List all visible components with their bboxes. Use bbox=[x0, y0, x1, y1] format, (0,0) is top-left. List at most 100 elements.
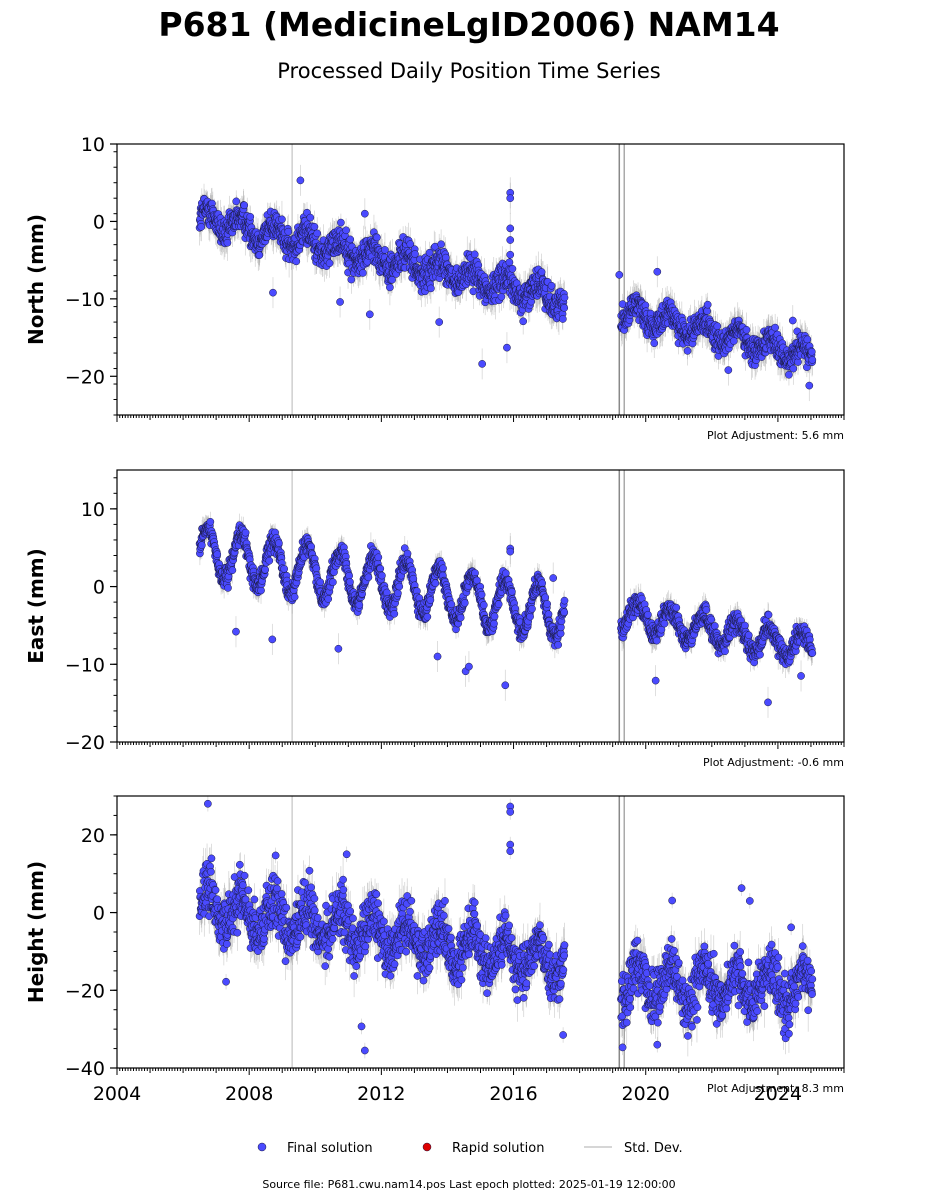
height-data-point bbox=[361, 942, 370, 951]
north-data-point bbox=[313, 229, 322, 238]
north-plot-adjustment: Plot Adjustment: 5.6 mm bbox=[707, 429, 844, 442]
east-final-solution-points bbox=[195, 517, 817, 707]
east-y-tick-label: −10 bbox=[65, 654, 105, 676]
height-data-point bbox=[244, 886, 253, 895]
north-data-point bbox=[337, 218, 345, 227]
north-data-point bbox=[803, 335, 812, 344]
east-data-point bbox=[206, 517, 215, 526]
north-data-point bbox=[560, 293, 569, 302]
north-data-point bbox=[278, 215, 286, 224]
east-data-point bbox=[506, 547, 515, 556]
height-data-point bbox=[296, 933, 305, 941]
east-data-point bbox=[549, 574, 558, 582]
north-data-point bbox=[359, 269, 367, 277]
east-data-point bbox=[490, 619, 498, 628]
north-data-point bbox=[240, 201, 249, 210]
north-y-tick-label: −20 bbox=[65, 366, 105, 388]
height-data-point bbox=[277, 890, 286, 898]
east-y-axis-label: East (mm) bbox=[24, 548, 48, 664]
height-data-point bbox=[406, 907, 414, 916]
east-data-point bbox=[312, 564, 321, 573]
east-data-point bbox=[501, 681, 510, 690]
height-data-point bbox=[372, 890, 381, 899]
east-plot-area bbox=[195, 470, 817, 742]
height-data-point bbox=[211, 886, 220, 894]
east-data-point bbox=[744, 631, 753, 640]
height-data-point bbox=[273, 877, 282, 885]
height-data-point bbox=[339, 875, 347, 884]
chart-title: P681 (MedicineLgID2006) NAM14 bbox=[158, 5, 779, 44]
east-data-point bbox=[431, 579, 440, 588]
east-data-point bbox=[538, 579, 547, 588]
north-data-point bbox=[325, 259, 334, 268]
east-data-point bbox=[490, 612, 499, 621]
height-data-point bbox=[352, 962, 361, 971]
north-data-point bbox=[519, 317, 528, 326]
east-data-point bbox=[660, 619, 669, 628]
height-data-point bbox=[390, 960, 399, 969]
north-data-point bbox=[223, 238, 232, 247]
east-data-point bbox=[265, 556, 274, 565]
east-data-point bbox=[710, 622, 719, 630]
north-data-point bbox=[807, 347, 816, 356]
height-data-point bbox=[305, 866, 314, 875]
east-data-point bbox=[554, 641, 563, 649]
east-data-point bbox=[541, 593, 550, 602]
east-data-point bbox=[494, 600, 503, 609]
north-data-point bbox=[336, 298, 344, 306]
north-data-point bbox=[360, 209, 369, 218]
height-data-point bbox=[379, 917, 388, 926]
east-data-point bbox=[307, 542, 315, 551]
east-data-point bbox=[213, 550, 222, 559]
east-data-point bbox=[508, 587, 516, 596]
north-data-point bbox=[373, 233, 381, 242]
north-data-point bbox=[406, 240, 415, 248]
height-data-point bbox=[213, 895, 222, 904]
height-data-point bbox=[282, 903, 291, 912]
east-data-point bbox=[290, 593, 299, 601]
east-data-point bbox=[316, 578, 325, 587]
north-data-point bbox=[785, 370, 793, 379]
east-data-point bbox=[651, 676, 660, 685]
north-y-axis-label: North (mm) bbox=[24, 214, 48, 345]
north-data-point bbox=[342, 226, 350, 235]
height-data-point bbox=[349, 914, 357, 923]
east-data-point bbox=[543, 600, 551, 608]
height-data-point bbox=[386, 972, 395, 980]
north-data-point bbox=[653, 267, 662, 276]
north-data-point bbox=[505, 258, 514, 267]
east-data-point bbox=[355, 601, 364, 609]
north-data-point bbox=[503, 343, 511, 352]
east-data-point bbox=[479, 601, 488, 609]
north-plot-area bbox=[195, 144, 817, 415]
east-data-point bbox=[423, 612, 432, 621]
north-data-point bbox=[425, 248, 434, 257]
east-data-point bbox=[439, 564, 447, 573]
north-data-point bbox=[742, 325, 751, 334]
height-data-point bbox=[307, 883, 315, 892]
east-data-point bbox=[702, 606, 711, 614]
height-data-point bbox=[407, 896, 416, 905]
height-data-point bbox=[419, 976, 428, 985]
east-data-point bbox=[797, 672, 805, 680]
east-data-point bbox=[456, 613, 465, 622]
east-data-point bbox=[433, 652, 442, 661]
east-data-point bbox=[528, 604, 536, 613]
east-data-point bbox=[808, 649, 817, 657]
height-data-point bbox=[235, 860, 244, 869]
north-data-point bbox=[506, 224, 515, 233]
north-data-point bbox=[437, 240, 445, 249]
north-y-tick-label: 0 bbox=[93, 211, 105, 233]
east-data-point bbox=[383, 588, 391, 597]
north-data-point bbox=[255, 251, 264, 259]
height-data-point bbox=[350, 972, 358, 980]
north-data-point bbox=[381, 246, 389, 254]
north-data-point bbox=[650, 339, 659, 348]
north-data-point bbox=[506, 236, 515, 244]
north-data-point bbox=[197, 223, 206, 231]
chart-subtitle: Processed Daily Position Time Series bbox=[277, 59, 661, 83]
height-data-point bbox=[207, 854, 216, 863]
